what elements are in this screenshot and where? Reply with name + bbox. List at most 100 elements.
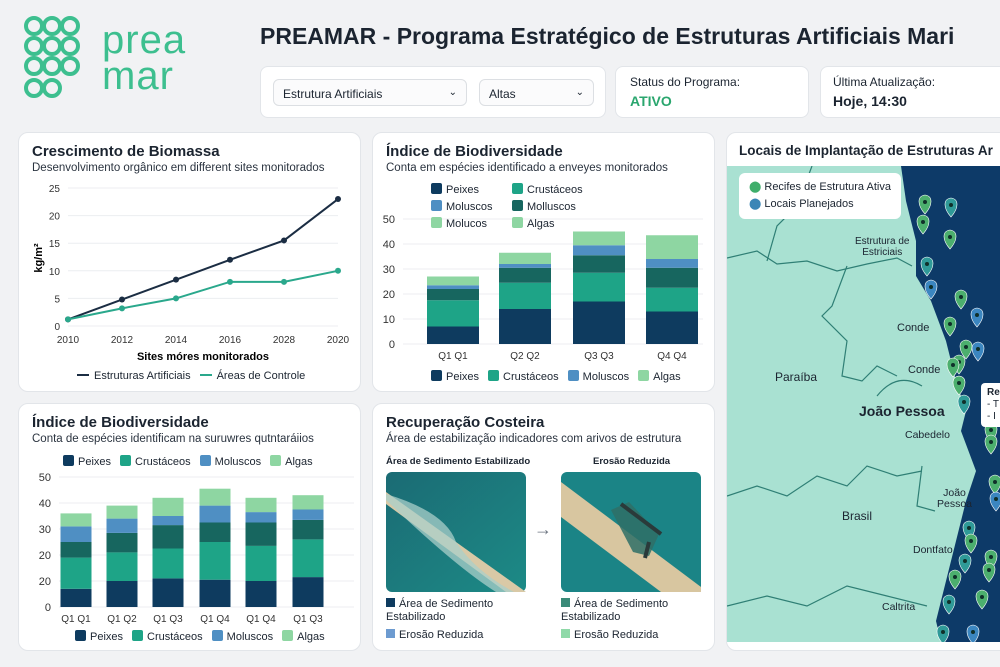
- card-subtitle: Área de estabilização indicadores com ar…: [386, 433, 682, 445]
- map-pin-icon[interactable]: [982, 562, 996, 583]
- legend-swatch: [431, 200, 442, 211]
- map-pin-icon[interactable]: [916, 214, 930, 235]
- legend-item-planned: ⬤ Locais Planejados: [749, 196, 891, 213]
- update-value: Hoje, 14:30: [833, 93, 907, 109]
- legend-label: Erosão Reduzida: [399, 629, 484, 641]
- map-pin-dot: [964, 345, 968, 349]
- map-pin-icon[interactable]: [924, 279, 938, 300]
- map-pin-icon[interactable]: [946, 357, 960, 378]
- map-pin-icon[interactable]: [943, 229, 957, 250]
- biodiversity-card-1: Índice de Biodiversidade Conta em espéci…: [372, 132, 715, 392]
- map-legend: ⬤ Recifes de Estrutura Ativa ⬤ Locais Pl…: [739, 173, 901, 219]
- map-pin-icon[interactable]: [948, 569, 962, 590]
- legend-item: Peixes: [431, 183, 503, 196]
- y-tick-label: 0: [54, 322, 60, 333]
- bar-segment: [245, 512, 277, 523]
- bar-segment: [199, 579, 231, 607]
- map-pin-icon[interactable]: [964, 533, 978, 554]
- map-pin-icon[interactable]: [957, 394, 971, 415]
- legend-item: Crustáceos: [120, 455, 191, 468]
- map-pin-icon[interactable]: [959, 339, 973, 360]
- legend-left: Área de Sedimento Estabilizado Erosão Re…: [386, 598, 536, 642]
- map-tooltip: Re - T - I: [981, 383, 1000, 427]
- y-tick-label: 0: [45, 602, 51, 614]
- map-pin-icon[interactable]: [944, 197, 958, 218]
- legend-label: Algas: [297, 631, 325, 643]
- legend-label: Áreas de Controle: [216, 370, 306, 382]
- map-pin-dot: [989, 555, 993, 559]
- card-subtitle: Conta de espécies identificam na suruwre…: [32, 433, 314, 445]
- legend-swatch: [63, 455, 74, 466]
- legend-item: Área de Sedimento Estabilizado: [386, 598, 536, 624]
- update-label: Última Atualização:: [833, 75, 936, 89]
- map-pin-icon[interactable]: [984, 434, 998, 455]
- chart-legend: Estruturas Artificiais Áreas de Controle: [77, 370, 305, 382]
- tooltip-line: - I: [987, 411, 996, 422]
- legend-swatch: [120, 455, 132, 466]
- x-tick-label: Q1 Q4: [246, 614, 276, 625]
- map-pin-icon[interactable]: [920, 256, 934, 277]
- structure-dropdown[interactable]: Estrutura Artificiais ⌄: [273, 79, 467, 106]
- bar-segment: [245, 581, 277, 607]
- legend-swatch: [431, 183, 442, 194]
- legend-label: Locais Planejados: [764, 198, 854, 210]
- y-tick-label: 50: [383, 214, 395, 226]
- legend-item: Moluscos: [199, 455, 261, 468]
- bar-segment: [199, 522, 231, 542]
- x-tick-label: 2010: [57, 335, 80, 346]
- map-label: Cabedelo: [905, 429, 950, 441]
- x-tick-label: Q2 Q2: [510, 351, 540, 362]
- map-label: Conde: [908, 364, 941, 376]
- map-pin-icon[interactable]: [970, 307, 984, 328]
- x-tick-label: 2014: [165, 335, 188, 346]
- legend-label: Área de Sedimento Estabilizado: [386, 598, 494, 623]
- map-pin-icon[interactable]: [958, 553, 972, 574]
- bar-segment: [106, 505, 138, 519]
- map-pin-icon[interactable]: [989, 491, 1000, 512]
- after-image: [561, 472, 701, 592]
- bar-segment: [573, 301, 625, 344]
- map-pin-icon[interactable]: [971, 341, 985, 362]
- bar-segment: [427, 300, 479, 327]
- y-tick-label: 40: [383, 239, 395, 251]
- bar-segment: [152, 497, 184, 516]
- legend-label: Algas: [653, 371, 681, 383]
- y-tick-label: 40: [39, 498, 51, 510]
- map-pin-icon[interactable]: [954, 289, 968, 310]
- map-pin-icon[interactable]: [943, 316, 957, 337]
- map-pin-dot: [976, 347, 980, 351]
- legend-item: Erosão Reduzida: [561, 629, 701, 642]
- data-point: [173, 276, 179, 283]
- x-tick-label: Q1 Q4: [200, 614, 230, 625]
- bar-segment: [106, 532, 138, 553]
- map-pin-dot: [959, 295, 963, 299]
- legend-swatch: [431, 217, 442, 228]
- map-pin-dot: [947, 600, 951, 604]
- y-tick-label: 15: [49, 239, 61, 250]
- y-tick-label: 20: [39, 576, 51, 588]
- map-pin-icon[interactable]: [942, 594, 956, 615]
- legend-item: Moluscos: [567, 370, 629, 383]
- bar-segment: [499, 264, 551, 268]
- legend-item: Estruturas Artificiais: [77, 370, 191, 382]
- bar-segment: [60, 588, 92, 607]
- bar-segment: [499, 267, 551, 283]
- map-pin-dot: [963, 559, 967, 563]
- map-pin-dot: [993, 480, 997, 484]
- legend-label: Peixes: [90, 631, 124, 643]
- level-dropdown[interactable]: Altas ⌄: [479, 79, 594, 106]
- legend-item: Peixes: [75, 630, 123, 643]
- legend-swatch: [512, 217, 523, 228]
- map[interactable]: [727, 166, 1000, 642]
- map-label: Caltrita: [882, 601, 916, 613]
- legend-label: Erosão Reduzida: [574, 629, 659, 641]
- legend-label: Peixes: [78, 456, 112, 468]
- bar-segment: [245, 522, 277, 546]
- map-pin-icon[interactable]: [975, 589, 989, 610]
- map-pin-icon[interactable]: [918, 194, 932, 215]
- legend-label: Algas: [285, 456, 313, 468]
- bar-segment: [292, 519, 324, 540]
- map-pin-icon[interactable]: [952, 375, 966, 396]
- chart-legend-bottom: Peixes Crustáceos Moluscos Algas: [431, 370, 681, 383]
- coastal-card: Recuperação Costeira Área de estabilizaç…: [372, 403, 715, 651]
